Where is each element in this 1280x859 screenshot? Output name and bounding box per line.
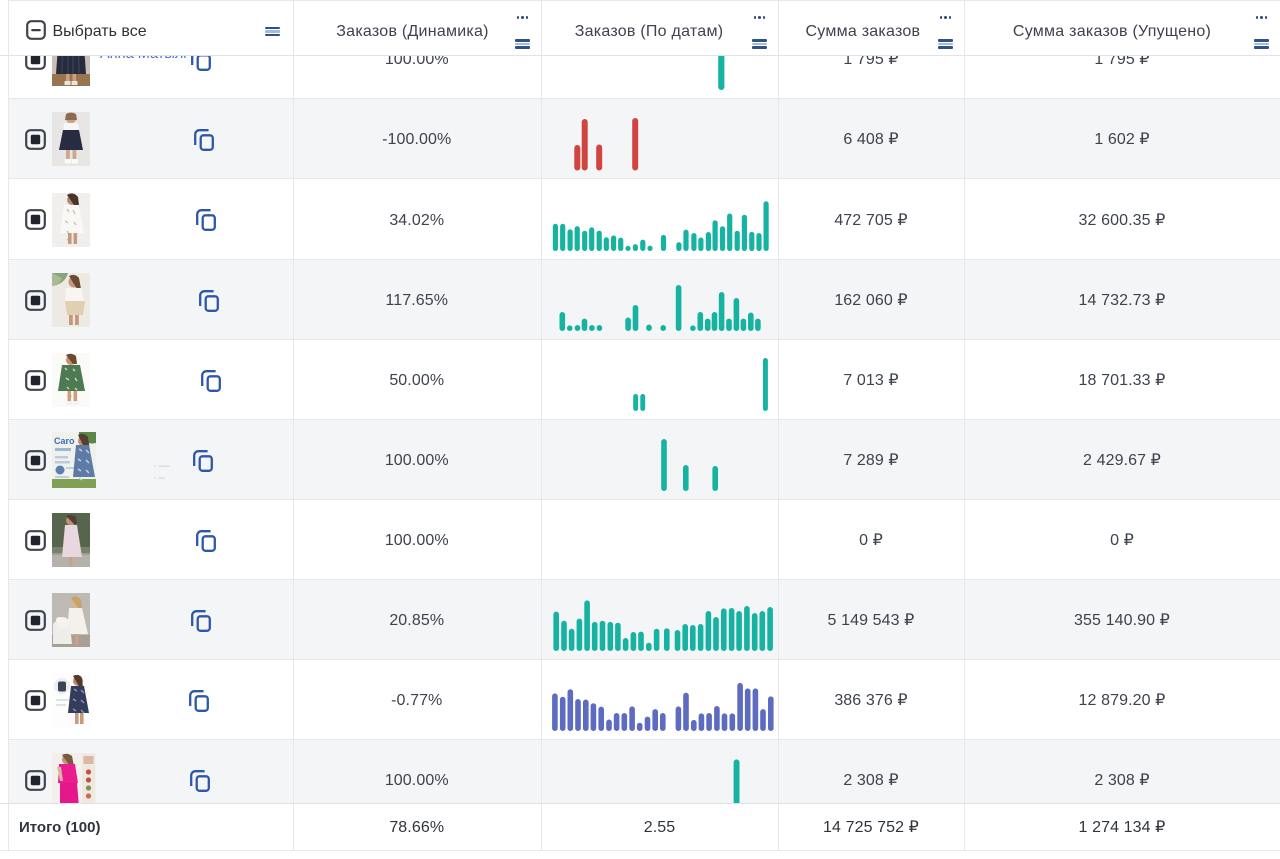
svg-text:Caro: Caro	[54, 436, 75, 446]
